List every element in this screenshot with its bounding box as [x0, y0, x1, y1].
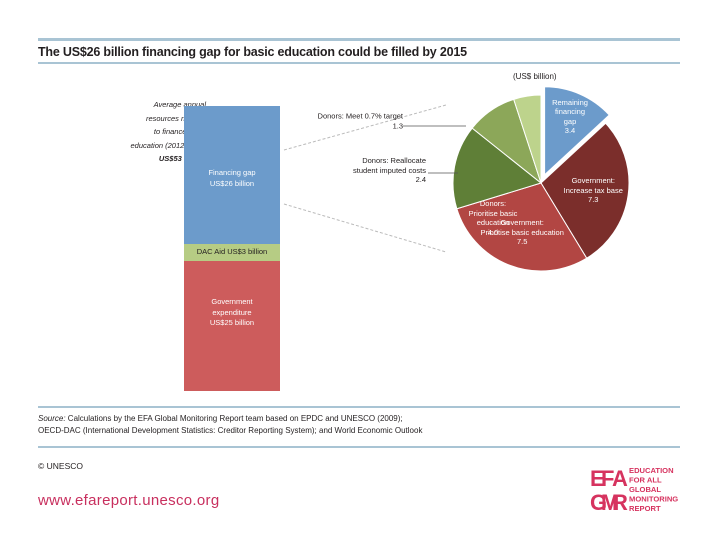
- website-link[interactable]: www.efareport.unesco.org: [38, 492, 220, 509]
- bar-segment-government-expenditure: Government expenditure US$25 billion: [184, 261, 280, 391]
- pie-slice: [452, 127, 543, 210]
- pie-label-line: gap: [563, 116, 577, 126]
- pie-slice-label: Government: Increase tax base 7.3: [564, 176, 623, 205]
- pie-label-line: Donors:: [479, 199, 507, 208]
- annotation-line: Average annual: [153, 100, 206, 109]
- pie-slice-label: Donors: Meet 0.7% target 1.3: [318, 112, 403, 131]
- pie-label-line: Increase tax base: [563, 185, 623, 195]
- source-line-2: OECD-DAC (International Development Stat…: [38, 425, 423, 435]
- pie-label-line: Prioritise basic: [468, 208, 518, 218]
- bar-segment-financing-gap: Financing gap US$26 billion: [184, 106, 280, 244]
- annotation-line: education (2012-2015): [130, 140, 206, 150]
- top-rule: [38, 38, 680, 41]
- pie-slice: [540, 122, 630, 259]
- logo-word: EDUCATION: [629, 466, 674, 475]
- pie-label-line: student imputed costs: [353, 165, 426, 175]
- pie-slice-label: Donors: Prioritise basic education 4.0: [469, 199, 518, 237]
- logo-letter: R: [612, 490, 628, 515]
- pie-slice-label: Donors: Reallocate student imputed costs 2…: [353, 156, 426, 185]
- segment-label-line: US$25 billion: [209, 318, 255, 327]
- annotation-line: to finance basic: [153, 127, 206, 136]
- bar-segment-label: DAC Aid US$3 billion: [184, 247, 280, 258]
- pie-value-label: 7.5: [516, 237, 528, 247]
- footer-rule: [38, 446, 680, 448]
- pie-slice-label: Government: Prioritise basic education 7.5: [481, 218, 564, 247]
- logo-word: FOR ALL: [629, 476, 662, 485]
- source-rule: [38, 406, 680, 408]
- pie-label-line: Prioritise basic education: [480, 227, 564, 237]
- logo-word: GLOBAL: [629, 485, 661, 494]
- bar-segment-dac-aid: DAC Aid US$3 billion: [184, 244, 280, 261]
- bar-annotation: Average annual resources needed to finan…: [80, 98, 206, 166]
- source-prefix: Source:: [38, 414, 66, 423]
- connector-line: [283, 104, 447, 151]
- logo-letter: G: [590, 490, 607, 515]
- logo-letter: M: [601, 490, 619, 515]
- pie-label-line: financing: [554, 107, 586, 117]
- source-note: Source: Calculations by the EFA Global M…: [38, 413, 678, 436]
- logo-letter: F: [601, 466, 614, 491]
- logo-letter: E: [590, 466, 605, 491]
- pie-slice-label: Remaining financing gap 3.4: [552, 98, 588, 136]
- logo-letter: A: [612, 466, 628, 491]
- segment-label-line: DAC Aid US$3 billion: [196, 247, 268, 256]
- logo-word: REPORT: [629, 504, 661, 513]
- segment-label-line: US$26 billion: [209, 178, 255, 188]
- pie-label-line: Donors: Reallocate: [362, 155, 426, 165]
- title-rule: [38, 62, 680, 64]
- pie-value-label: 2.4: [415, 174, 426, 184]
- pie-label-line: education: [476, 218, 510, 227]
- connector-line: [283, 203, 447, 253]
- pie-label-line: Government:: [500, 218, 544, 228]
- pie-slice: [456, 182, 588, 272]
- logo-word: MONITORING: [629, 495, 678, 504]
- bar-segment-label: Government expenditure US$25 billion: [184, 297, 280, 329]
- pie-value-label: 4.0: [487, 227, 499, 237]
- pie-label-line: Remaining: [552, 97, 588, 107]
- copyright: © UNESCO: [38, 461, 83, 471]
- pie-slice: [513, 94, 542, 184]
- segment-label-line: expenditure: [212, 307, 252, 317]
- pie-slice: [544, 86, 610, 176]
- chart-title: The US$26 billion financing gap for basi…: [38, 45, 467, 59]
- pie-value-label: 1.3: [392, 121, 403, 130]
- bar-segment-label: Financing gap US$26 billion: [184, 168, 280, 189]
- annotation-line: resources needed: [145, 113, 206, 123]
- pie-label-line: Government:: [571, 176, 615, 186]
- pie-value-label: 7.3: [588, 195, 599, 205]
- segment-label-line: Government: [211, 297, 253, 306]
- annotation-total: US$53 billion: [158, 154, 206, 163]
- pie-label-line: Donors: Meet 0.7% target: [317, 111, 403, 121]
- segment-label-line: Financing gap: [208, 168, 256, 177]
- pie-value-label: 3.4: [564, 126, 576, 136]
- unit-label: (US$ billion): [513, 72, 557, 81]
- source-line-1: Calculations by the EFA Global Monitorin…: [65, 414, 403, 423]
